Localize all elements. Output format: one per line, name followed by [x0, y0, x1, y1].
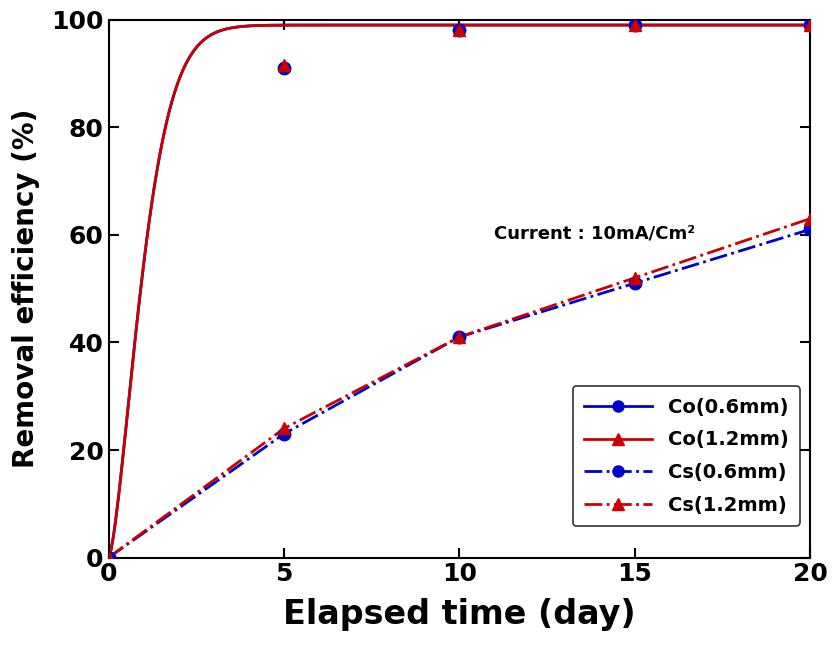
X-axis label: Elapsed time (day): Elapsed time (day)	[283, 598, 635, 630]
Y-axis label: Removal efficiency (%): Removal efficiency (%)	[12, 109, 40, 468]
Legend: Co(0.6mm), Co(1.2mm), Cs(0.6mm), Cs(1.2mm): Co(0.6mm), Co(1.2mm), Cs(0.6mm), Cs(1.2m…	[573, 386, 800, 526]
Text: Current : 10mA/Cm²: Current : 10mA/Cm²	[494, 224, 696, 242]
